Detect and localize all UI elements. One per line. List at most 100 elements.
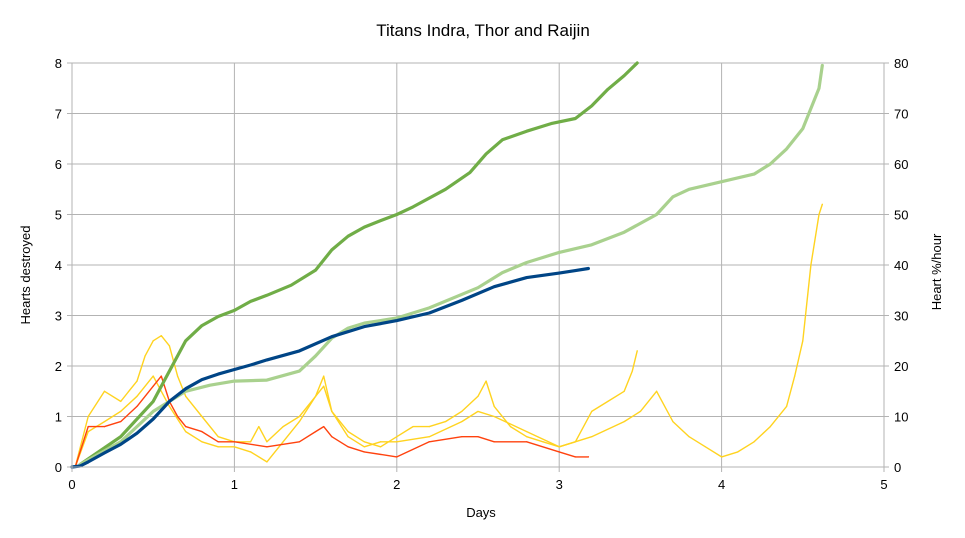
data-point-titan-3-heart-hour	[477, 436, 479, 438]
data-point-titan-1-hearts-destroyed	[266, 294, 268, 296]
data-point-titan-1-hearts-destroyed	[526, 130, 528, 132]
data-point-titan-2-hearts-destroyed	[347, 327, 349, 329]
data-point-titan-1-hearts-destroyed	[636, 62, 638, 64]
y2-tick-label: 20	[894, 359, 908, 374]
data-point-titan-2-hearts-destroyed	[721, 181, 723, 183]
data-point-titan-3-heart-hour	[233, 441, 235, 443]
data-point-titan-1-heart-hour	[412, 426, 414, 428]
y2-axis-label: Heart %/hour	[929, 233, 944, 310]
data-point-titan-3-heart-hour	[201, 431, 203, 433]
y2-tick-label: 60	[894, 157, 908, 172]
data-point-titan-3-hearts-destroyed	[120, 443, 122, 445]
data-point-titan-1-heart-hour	[509, 426, 512, 428]
data-point-titan-1-heart-hour	[379, 446, 382, 448]
y-axis-label: Hearts destroyed	[18, 226, 33, 325]
data-point-titan-3-heart-hour	[363, 451, 365, 453]
data-point-titan-3-hearts-destroyed	[298, 350, 300, 352]
data-point-titan-2-hearts-destroyed	[120, 441, 122, 443]
data-point-titan-1-heart-hour	[168, 345, 171, 347]
y-tick-label: 2	[55, 359, 62, 374]
data-point-titan-1-heart-hour	[298, 415, 300, 418]
data-point-titan-3-heart-hour	[185, 426, 187, 428]
data-point-titan-1-heart-hour	[542, 441, 544, 443]
y-tick-label: 3	[55, 309, 62, 324]
data-point-titan-3-heart-hour	[428, 441, 430, 443]
data-point-titan-1-hearts-destroyed	[217, 315, 219, 318]
data-point-titan-2-hearts-destroyed	[315, 355, 317, 357]
data-point-titan-2-heart-hour	[672, 420, 674, 423]
data-point-titan-3-hearts-destroyed	[574, 269, 577, 272]
data-point-titan-3-heart-hour	[176, 415, 179, 418]
data-point-titan-1-hearts-destroyed	[290, 284, 292, 286]
y2-tick-label: 50	[894, 208, 908, 223]
data-point-titan-2-heart-hour	[493, 415, 495, 418]
data-point-titan-1-hearts-destroyed	[250, 300, 252, 302]
data-point-titan-1-hearts-destroyed	[623, 75, 625, 77]
data-point-titan-1-heart-hour	[461, 410, 463, 413]
data-point-titan-1-heart-hour	[120, 400, 122, 402]
data-point-titan-1-heart-hour	[363, 441, 365, 443]
data-point-titan-1-heart-hour	[323, 385, 325, 387]
data-point-titan-3-hearts-destroyed	[493, 286, 495, 288]
data-point-titan-2-heart-hour	[704, 446, 706, 448]
y-tick-label: 1	[55, 410, 62, 425]
data-point-titan-2-heart-hour	[103, 420, 106, 423]
data-point-titan-1-heart-hour	[485, 380, 487, 382]
data-point-titan-1-hearts-destroyed	[469, 171, 471, 174]
data-point-titan-1-heart-hour	[444, 420, 447, 423]
data-point-titan-1-hearts-destroyed	[574, 117, 577, 120]
data-point-titan-3-hearts-destroyed	[233, 368, 235, 371]
data-point-titan-2-heart-hour	[185, 431, 187, 433]
data-point-titan-2-heart-hour	[623, 420, 625, 423]
data-point-titan-3-hearts-destroyed	[217, 373, 219, 375]
data-point-titan-1-heart-hour	[428, 426, 430, 428]
data-point-titan-1-heart-hour	[526, 436, 528, 438]
data-point-titan-1-heart-hour	[631, 370, 633, 372]
y2-tick-label: 10	[894, 410, 908, 425]
data-point-titan-3-heart-hour	[120, 420, 122, 423]
data-point-titan-3-hearts-destroyed	[152, 418, 154, 420]
data-point-titan-3-heart-hour	[396, 456, 398, 458]
data-point-titan-3-heart-hour	[87, 426, 89, 428]
data-point-titan-1-hearts-destroyed	[550, 123, 552, 125]
data-point-titan-2-heart-hour	[217, 446, 219, 448]
data-point-titan-2-heart-hour	[810, 264, 812, 266]
data-point-titan-2-hearts-destroyed	[656, 213, 658, 216]
data-point-titan-3-hearts-destroyed	[201, 379, 203, 381]
data-point-titan-2-heart-hour	[688, 436, 690, 438]
y-tick-label: 8	[55, 56, 62, 71]
data-point-titan-3-heart-hour	[323, 426, 325, 428]
data-point-titan-2-hearts-destroyed	[785, 148, 788, 150]
data-point-titan-3-heart-hour	[587, 456, 590, 458]
data-point-titan-3-heart-hour	[493, 441, 495, 443]
data-point-titan-3-heart-hour	[298, 441, 300, 443]
data-point-titan-2-hearts-destroyed	[396, 317, 398, 319]
data-point-titan-2-heart-hour	[785, 405, 788, 407]
data-point-titan-1-heart-hour	[282, 426, 284, 428]
data-point-titan-1-hearts-destroyed	[379, 219, 382, 222]
data-point-titan-1-hearts-destroyed	[412, 206, 414, 208]
data-point-titan-2-hearts-destroyed	[209, 384, 211, 386]
data-point-titan-2-heart-hour	[769, 426, 771, 428]
data-point-titan-2-heart-hour	[591, 436, 593, 438]
data-point-titan-2-heart-hour	[558, 446, 560, 448]
data-point-titan-1-heart-hour	[103, 390, 106, 392]
data-point-titan-2-heart-hour	[168, 405, 171, 407]
data-point-titan-3-hearts-destroyed	[428, 312, 430, 314]
data-point-titan-2-hearts-destroyed	[688, 188, 690, 190]
data-point-titan-3-hearts-destroyed	[331, 336, 333, 338]
data-point-titan-2-heart-hour	[753, 441, 755, 443]
y2-tick-label: 70	[894, 107, 908, 122]
data-point-titan-1-hearts-destroyed	[152, 400, 154, 402]
data-point-titan-1-hearts-destroyed	[485, 153, 487, 155]
data-point-titan-2-heart-hour	[152, 375, 154, 377]
chart-title: Titans Indra, Thor and Raijin	[376, 21, 590, 40]
data-point-titan-1-hearts-destroyed	[168, 370, 171, 372]
data-point-titan-2-heart-hour	[818, 213, 820, 216]
data-point-titan-3-hearts-destroyed	[87, 461, 89, 463]
data-point-titan-2-heart-hour	[477, 410, 479, 413]
data-point-titan-2-hearts-destroyed	[298, 370, 300, 372]
data-point-titan-3-heart-hour	[266, 446, 268, 448]
data-point-titan-3-heart-hour	[217, 441, 219, 443]
data-point-titan-3-hearts-destroyed	[363, 326, 365, 328]
